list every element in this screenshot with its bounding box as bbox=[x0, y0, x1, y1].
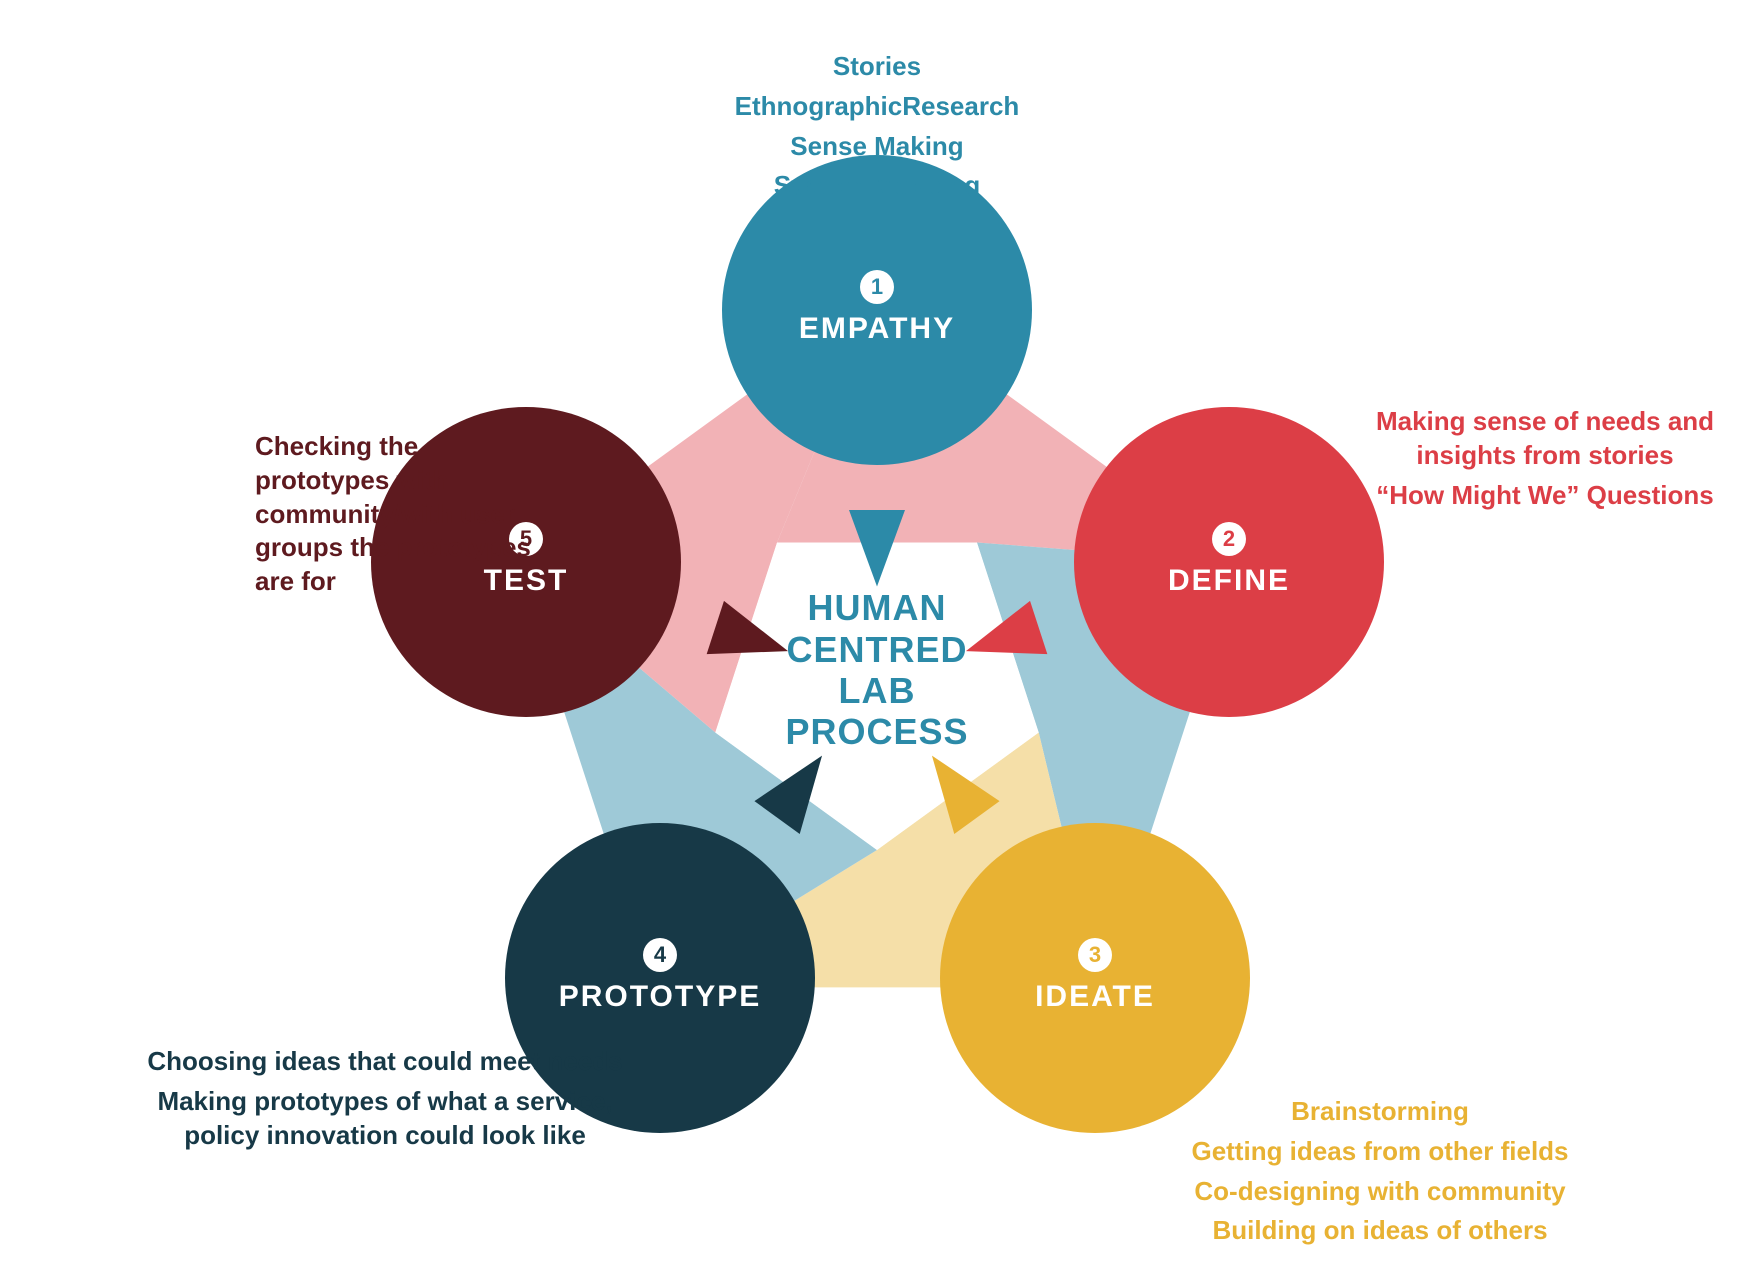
center-title-line: PROCESS bbox=[727, 711, 1027, 752]
desc-line: EthnographicResearch bbox=[627, 90, 1127, 124]
desc-define: Making sense of needs and insights from … bbox=[1375, 405, 1715, 518]
desc-line: Sense Making bbox=[627, 130, 1127, 164]
desc-line: “How Might We” Questions bbox=[1375, 479, 1715, 513]
desc-line: Stories bbox=[627, 50, 1127, 84]
desc-line: Getting ideas from other fields bbox=[1120, 1135, 1640, 1169]
node-ideate bbox=[940, 823, 1250, 1133]
desc-test: Checking the prototypes with community/w… bbox=[255, 430, 535, 605]
desc-line: Making sense of needs and insights from … bbox=[1375, 405, 1715, 473]
desc-ideate: Brainstorming Getting ideas from other fi… bbox=[1120, 1095, 1640, 1254]
desc-line: Co-designing with community bbox=[1120, 1175, 1640, 1209]
desc-line: Brainstorming bbox=[1120, 1095, 1640, 1129]
desc-line: Building on ideas of others bbox=[1120, 1214, 1640, 1248]
desc-line: Checking the prototypes with community/w… bbox=[255, 430, 535, 599]
desc-line: System Mapping bbox=[627, 169, 1127, 203]
center-title: HUMANCENTREDLABPROCESS bbox=[727, 587, 1027, 753]
desc-line: Making prototypes of what a service, pol… bbox=[145, 1085, 625, 1153]
desc-line: Choosing ideas that could meet needs bbox=[145, 1045, 625, 1079]
desc-prototype: Choosing ideas that could meet needs Maki… bbox=[145, 1045, 625, 1158]
center-title-line: CENTRED bbox=[727, 629, 1027, 670]
center-title-line: LAB bbox=[727, 670, 1027, 711]
desc-empathy: Stories EthnographicResearch Sense Making S… bbox=[627, 50, 1127, 209]
diagram-stage: HUMANCENTREDLABPROCESS 1 EMPATHY 2 DEFIN… bbox=[0, 0, 1755, 1277]
center-title-line: HUMAN bbox=[727, 587, 1027, 628]
node-define bbox=[1074, 407, 1384, 717]
